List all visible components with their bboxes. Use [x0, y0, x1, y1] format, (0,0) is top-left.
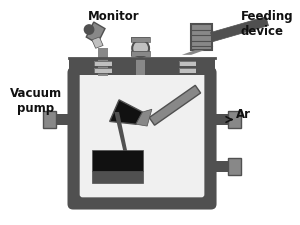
- Bar: [131, 51, 150, 56]
- Bar: [43, 111, 56, 128]
- Bar: [191, 24, 212, 50]
- Polygon shape: [86, 22, 105, 44]
- Bar: [228, 158, 241, 175]
- Bar: [179, 68, 196, 73]
- Bar: [131, 51, 150, 56]
- Polygon shape: [92, 37, 103, 48]
- Bar: [211, 161, 228, 172]
- Bar: [69, 58, 215, 74]
- Text: Monitor: Monitor: [88, 10, 139, 23]
- Bar: [179, 61, 196, 66]
- Bar: [94, 61, 112, 66]
- Text: Vacuum
pump: Vacuum pump: [10, 87, 62, 115]
- Bar: [98, 48, 108, 56]
- Bar: [92, 171, 143, 183]
- Polygon shape: [211, 17, 268, 42]
- Bar: [131, 37, 150, 42]
- Circle shape: [84, 25, 94, 34]
- Bar: [228, 111, 241, 128]
- Bar: [43, 111, 56, 128]
- Text: Feeding
device: Feeding device: [241, 10, 293, 38]
- Polygon shape: [114, 112, 128, 157]
- Circle shape: [132, 40, 149, 57]
- Bar: [179, 61, 196, 66]
- Polygon shape: [149, 85, 201, 125]
- Bar: [94, 68, 112, 73]
- Bar: [136, 58, 145, 74]
- Bar: [56, 114, 73, 125]
- Bar: [228, 111, 241, 128]
- Bar: [92, 151, 143, 171]
- Text: Ar: Ar: [236, 108, 251, 121]
- Bar: [98, 56, 108, 76]
- Bar: [211, 114, 228, 125]
- Bar: [94, 68, 112, 73]
- Polygon shape: [136, 109, 152, 126]
- Polygon shape: [182, 50, 204, 55]
- Bar: [94, 61, 112, 66]
- FancyBboxPatch shape: [80, 70, 204, 197]
- Polygon shape: [110, 100, 142, 124]
- Bar: [131, 37, 150, 42]
- FancyBboxPatch shape: [68, 67, 217, 209]
- Bar: [228, 158, 241, 175]
- Bar: [179, 68, 196, 73]
